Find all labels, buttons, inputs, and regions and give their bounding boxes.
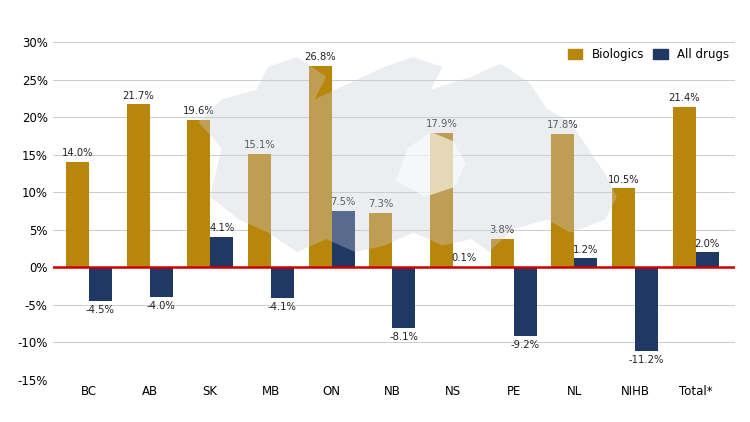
Bar: [248, 154, 271, 267]
Text: -4.1%: -4.1%: [268, 302, 297, 312]
Legend: Biologics, All drugs: Biologics, All drugs: [568, 48, 729, 61]
Bar: [127, 105, 149, 267]
Bar: [188, 120, 210, 267]
Text: 1.2%: 1.2%: [573, 244, 598, 254]
Text: 10.5%: 10.5%: [608, 175, 639, 185]
Polygon shape: [198, 57, 616, 252]
Text: -8.1%: -8.1%: [389, 332, 418, 342]
Bar: [66, 162, 89, 267]
Bar: [490, 239, 514, 267]
Text: 7.5%: 7.5%: [331, 197, 356, 207]
Text: 17.9%: 17.9%: [425, 119, 458, 129]
Bar: [369, 213, 392, 267]
Polygon shape: [396, 132, 466, 197]
Bar: [673, 107, 695, 267]
Text: 7.3%: 7.3%: [368, 199, 393, 209]
Text: -9.2%: -9.2%: [511, 340, 539, 350]
Text: -4.5%: -4.5%: [86, 305, 115, 315]
Bar: [210, 236, 233, 267]
Bar: [695, 252, 718, 267]
Text: 4.1%: 4.1%: [209, 223, 235, 233]
Text: -11.2%: -11.2%: [628, 355, 664, 365]
Bar: [89, 267, 112, 301]
Text: 14.0%: 14.0%: [62, 149, 93, 159]
Bar: [392, 267, 416, 328]
Text: 2.0%: 2.0%: [694, 238, 720, 249]
Text: 0.1%: 0.1%: [452, 253, 477, 263]
Bar: [149, 267, 172, 297]
Text: 15.1%: 15.1%: [244, 140, 275, 150]
Bar: [430, 133, 453, 267]
Text: 19.6%: 19.6%: [183, 106, 214, 116]
Bar: [514, 267, 536, 336]
Bar: [332, 211, 355, 267]
Text: 21.7%: 21.7%: [122, 91, 154, 101]
Text: -4.0%: -4.0%: [147, 301, 176, 311]
Bar: [308, 66, 332, 267]
Bar: [574, 258, 597, 267]
Text: 17.8%: 17.8%: [547, 120, 578, 130]
Text: 3.8%: 3.8%: [490, 225, 514, 235]
Bar: [635, 267, 658, 351]
Text: 21.4%: 21.4%: [668, 93, 700, 103]
Text: 26.8%: 26.8%: [304, 52, 336, 62]
Bar: [551, 134, 574, 267]
Bar: [612, 189, 635, 267]
Bar: [271, 267, 294, 298]
